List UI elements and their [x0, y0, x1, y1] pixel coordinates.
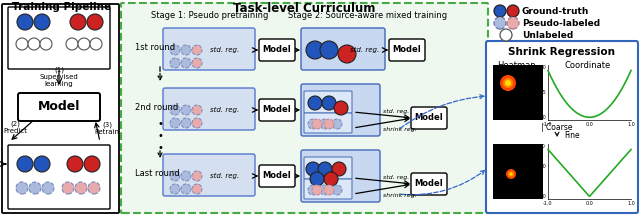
Circle shape [332, 119, 342, 129]
FancyBboxPatch shape [411, 173, 447, 195]
Text: Model: Model [415, 113, 444, 122]
Bar [493, 144, 543, 199]
Circle shape [318, 162, 332, 176]
Circle shape [42, 182, 54, 194]
FancyBboxPatch shape [259, 165, 295, 187]
Circle shape [34, 156, 50, 172]
Text: shrink reg.: shrink reg. [383, 127, 417, 132]
Text: 0.0: 0.0 [586, 122, 593, 127]
Circle shape [507, 5, 519, 17]
Text: (3)
Retrain: (3) Retrain [95, 121, 120, 135]
Circle shape [181, 45, 191, 55]
Text: Ground-truth: Ground-truth [522, 6, 589, 16]
Circle shape [17, 156, 33, 172]
Text: •
•
•: • • • [157, 119, 163, 152]
Text: Model: Model [262, 172, 291, 181]
Text: std. reg.: std. reg. [383, 110, 409, 114]
Circle shape [507, 17, 519, 29]
Circle shape [192, 171, 202, 181]
FancyBboxPatch shape [259, 39, 295, 61]
Circle shape [40, 38, 52, 50]
Text: std. reg.: std. reg. [383, 175, 409, 181]
FancyBboxPatch shape [304, 179, 352, 199]
Text: Heatmap: Heatmap [497, 61, 535, 70]
Circle shape [310, 172, 324, 186]
Circle shape [66, 38, 78, 50]
Circle shape [170, 45, 180, 55]
FancyBboxPatch shape [121, 3, 488, 213]
Circle shape [308, 119, 318, 129]
Bar [493, 65, 543, 120]
Circle shape [181, 184, 191, 194]
Text: std. reg.: std. reg. [211, 47, 239, 53]
Text: Model: Model [262, 46, 291, 54]
Circle shape [192, 105, 202, 115]
Circle shape [324, 172, 338, 186]
Text: Coordinate: Coordinate [565, 61, 611, 70]
Circle shape [338, 45, 356, 63]
Circle shape [17, 14, 33, 30]
Circle shape [508, 171, 514, 177]
Circle shape [192, 58, 202, 68]
Text: 4.0: 4.0 [538, 144, 546, 149]
Circle shape [34, 14, 50, 30]
Circle shape [320, 41, 338, 59]
Text: 2.0: 2.0 [538, 164, 546, 168]
Circle shape [28, 38, 40, 50]
Text: Training Pipeline: Training Pipeline [12, 2, 111, 12]
Text: 1.0: 1.0 [538, 65, 546, 70]
Circle shape [181, 118, 191, 128]
Circle shape [62, 182, 74, 194]
FancyBboxPatch shape [163, 154, 255, 196]
Circle shape [16, 38, 28, 50]
Circle shape [334, 101, 348, 115]
Text: 0.0: 0.0 [538, 115, 546, 120]
Circle shape [306, 162, 320, 176]
Text: Model: Model [392, 46, 421, 54]
Circle shape [509, 173, 513, 175]
Circle shape [312, 119, 322, 129]
FancyBboxPatch shape [8, 7, 110, 69]
Circle shape [320, 185, 330, 195]
Circle shape [324, 185, 334, 195]
Circle shape [181, 58, 191, 68]
Circle shape [170, 171, 180, 181]
FancyBboxPatch shape [411, 107, 447, 129]
Text: std. reg.: std. reg. [211, 107, 239, 113]
Text: Last round: Last round [135, 170, 180, 178]
FancyBboxPatch shape [259, 99, 295, 121]
FancyBboxPatch shape [304, 91, 352, 113]
Text: -1.0: -1.0 [543, 201, 553, 206]
FancyBboxPatch shape [304, 157, 352, 179]
Circle shape [308, 96, 322, 110]
Circle shape [170, 58, 180, 68]
Circle shape [324, 119, 334, 129]
Circle shape [90, 38, 102, 50]
Circle shape [506, 169, 516, 179]
Circle shape [192, 184, 202, 194]
Circle shape [192, 118, 202, 128]
Text: Model: Model [262, 105, 291, 114]
Circle shape [494, 17, 506, 29]
FancyBboxPatch shape [8, 145, 110, 209]
Text: 1st round: 1st round [135, 43, 175, 52]
Text: 2nd round: 2nd round [135, 103, 179, 113]
FancyBboxPatch shape [301, 84, 380, 136]
Text: 0.5: 0.5 [538, 90, 546, 95]
Text: Stage 1: Pseudo pretraining: Stage 1: Pseudo pretraining [151, 11, 269, 20]
Circle shape [332, 162, 346, 176]
Circle shape [500, 75, 516, 91]
FancyBboxPatch shape [389, 39, 425, 61]
FancyBboxPatch shape [2, 4, 119, 213]
Circle shape [181, 105, 191, 115]
Text: 1.0: 1.0 [627, 201, 635, 206]
Circle shape [181, 171, 191, 181]
Circle shape [170, 105, 180, 115]
Circle shape [70, 14, 86, 30]
Text: Fine: Fine [564, 132, 580, 140]
Text: Task-level Curriculum: Task-level Curriculum [233, 2, 375, 15]
Circle shape [306, 41, 324, 59]
Circle shape [88, 182, 100, 194]
Circle shape [500, 29, 512, 41]
Circle shape [192, 45, 202, 55]
